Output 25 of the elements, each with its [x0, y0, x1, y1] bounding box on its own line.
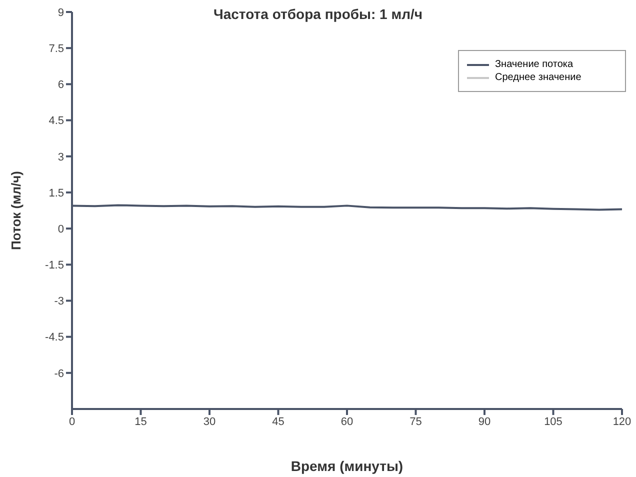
- y-tick-label: 0: [58, 223, 64, 236]
- chart-title: Частота отбора пробы: 1 мл/ч: [214, 6, 422, 22]
- y-tick-label: -6: [54, 368, 64, 380]
- x-tick-label: 120: [612, 416, 632, 428]
- y-tick-label: 1.5: [48, 187, 64, 200]
- x-tick-label: 105: [544, 416, 562, 428]
- x-tick-label: 30: [203, 416, 216, 428]
- legend-label: Значение потока: [495, 59, 574, 70]
- x-tick-label: 45: [272, 416, 284, 428]
- x-tick-label: 75: [410, 416, 422, 428]
- y-tick-label: 4.5: [48, 115, 64, 128]
- x-tick-label: 0: [68, 416, 76, 428]
- x-tick-label: 15: [134, 416, 147, 428]
- x-tick-label: 90: [478, 416, 491, 428]
- y-tick-label: 6: [58, 79, 64, 92]
- y-axis-title: Поток (мл/ч): [8, 171, 24, 250]
- x-axis-title: Время (минуты): [290, 458, 404, 474]
- legend-label: Среднее значение: [495, 72, 582, 83]
- y-tick-label: -4.5: [45, 332, 64, 344]
- y-tick-label: 7.5: [48, 42, 64, 55]
- x-tick-label: 60: [340, 416, 354, 428]
- y-tick-label: -1.5: [45, 260, 64, 272]
- y-tick-label: -3: [54, 296, 64, 308]
- y-tick-label: 3: [58, 151, 64, 164]
- y-tick-label: 9: [58, 6, 64, 19]
